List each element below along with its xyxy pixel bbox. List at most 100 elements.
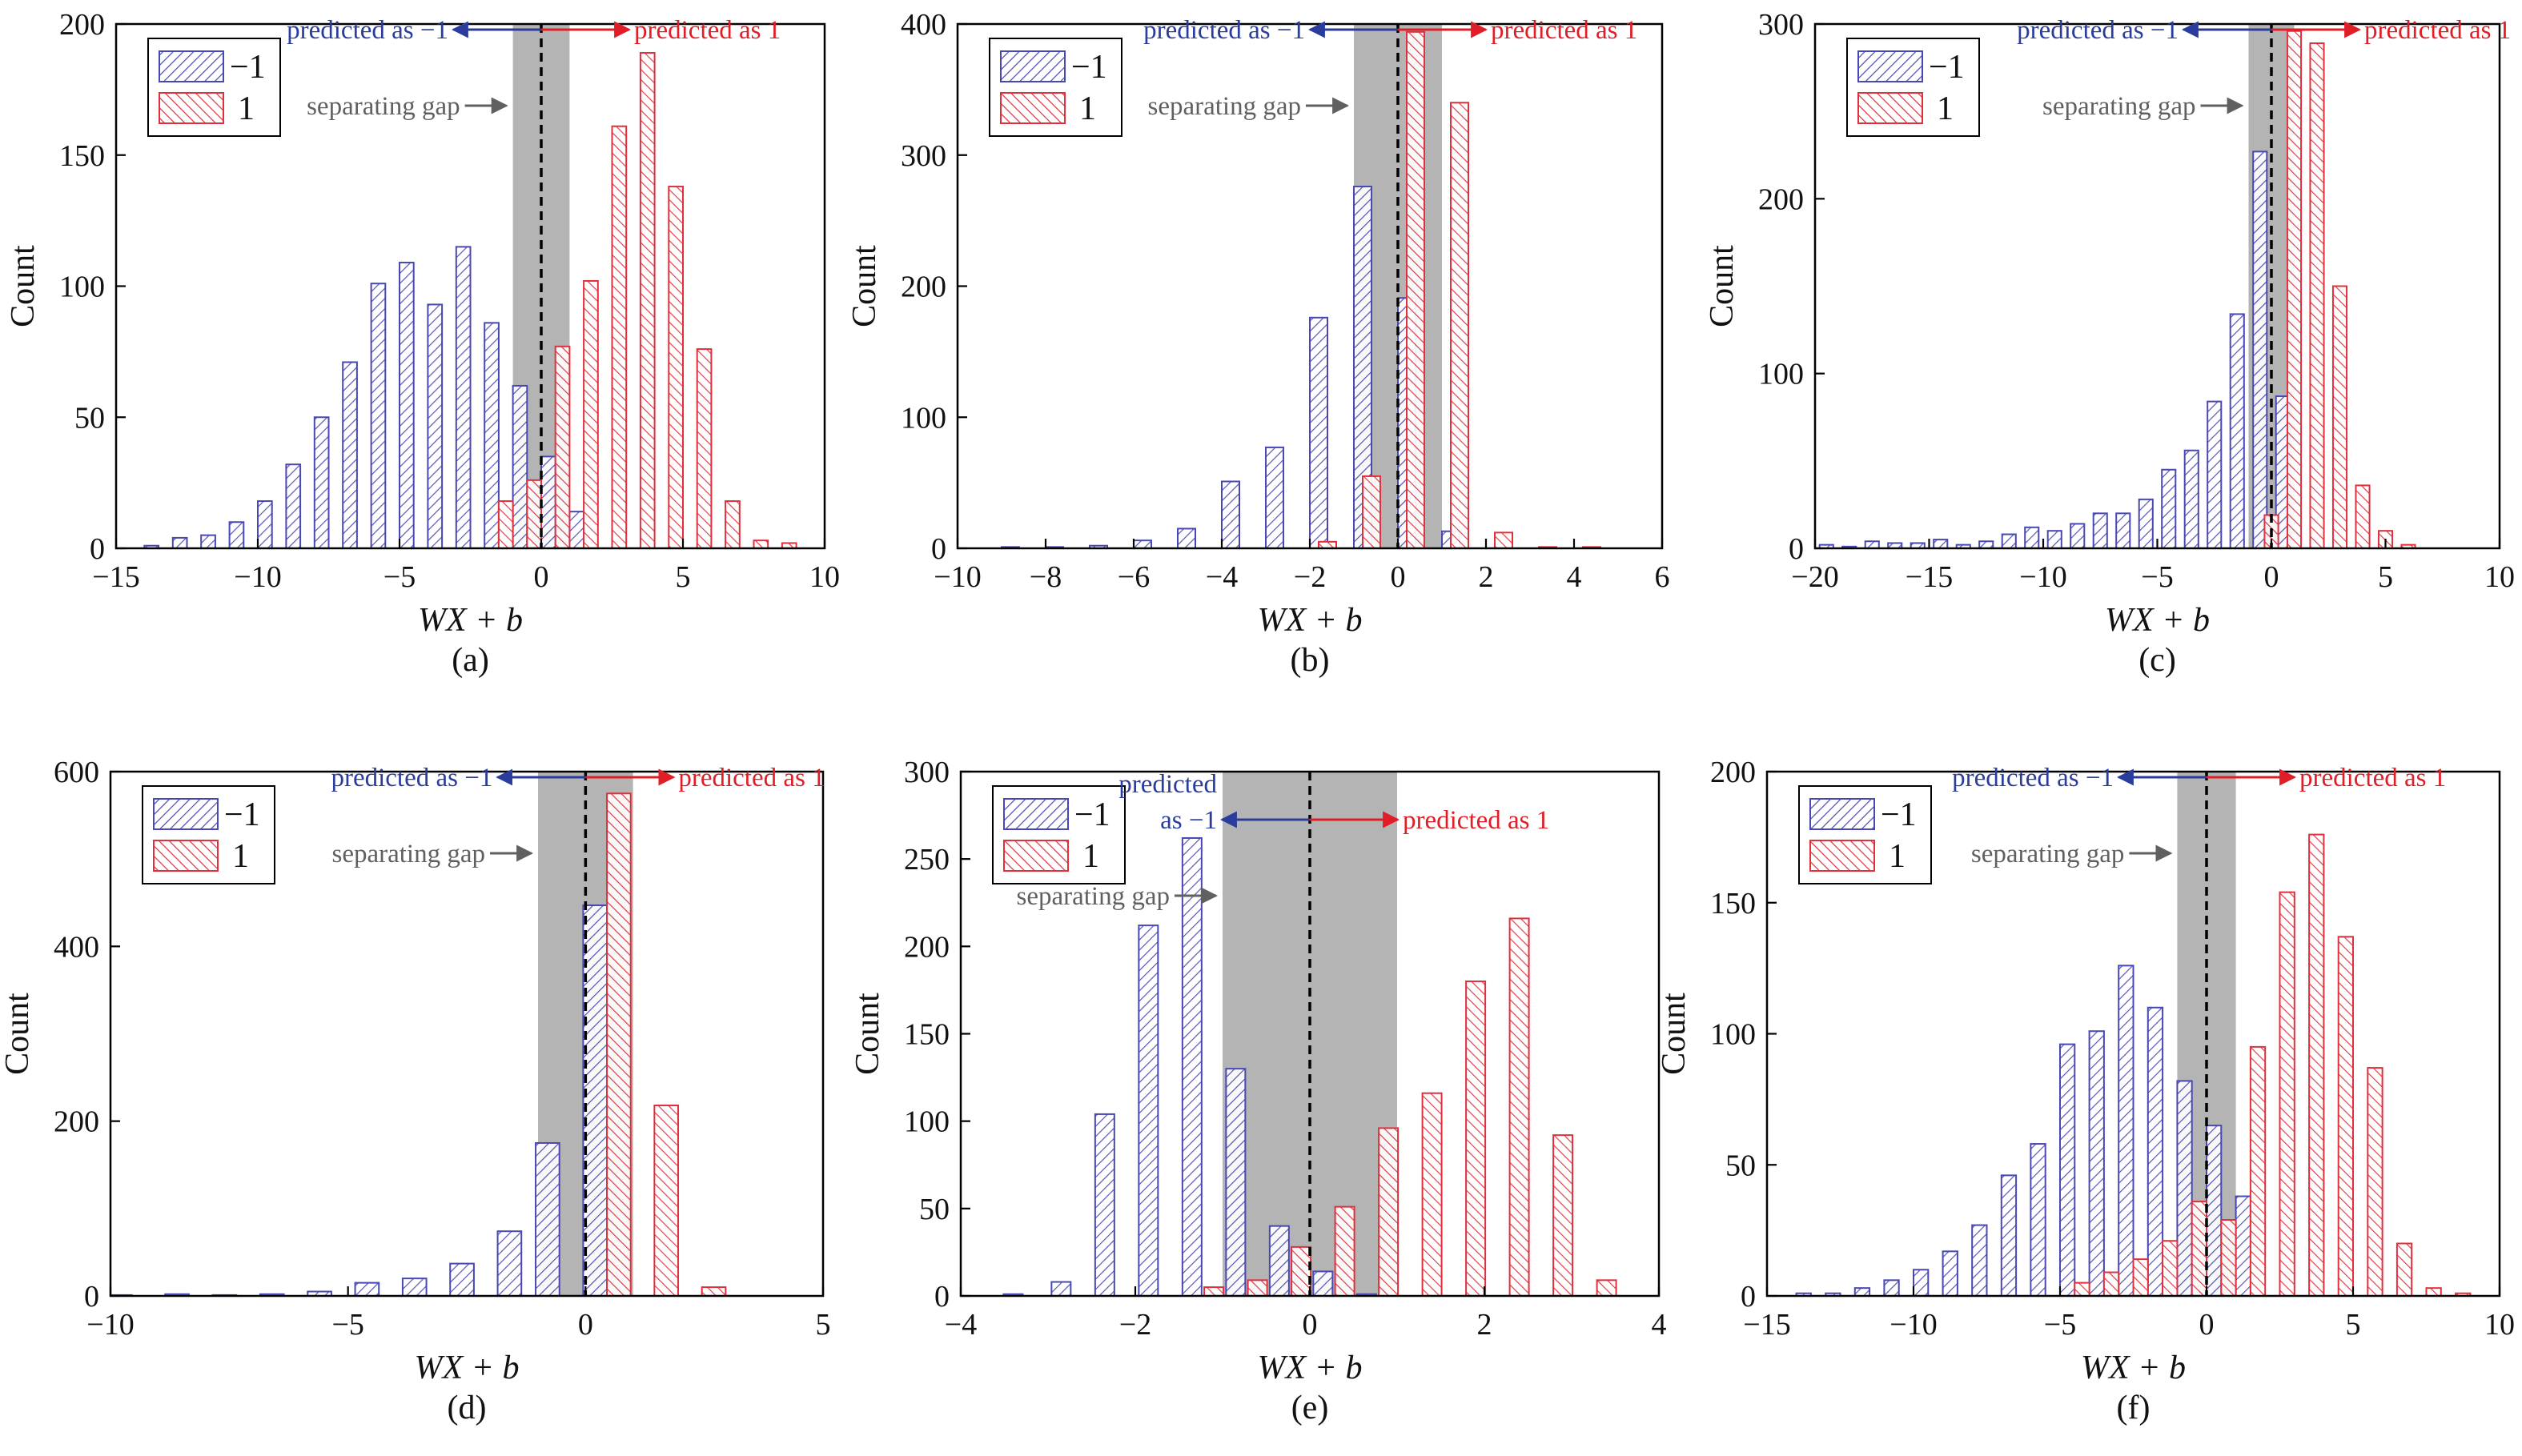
bar-neg — [1222, 481, 1239, 548]
bar-pos — [1553, 1135, 1572, 1296]
bar-neg — [2025, 527, 2038, 548]
bar-pos — [1363, 476, 1380, 548]
panel-label: (e) — [1291, 1390, 1329, 1426]
y-axis-label: Count — [846, 245, 883, 327]
bar-pos — [607, 793, 631, 1296]
bar-pos — [556, 347, 570, 548]
x-tick-label: −10 — [2019, 560, 2066, 594]
x-tick-label: 0 — [2264, 560, 2279, 594]
x-tick-label: 10 — [2484, 560, 2515, 594]
x-tick-label: −5 — [2141, 560, 2173, 594]
bar-pos — [2333, 287, 2347, 549]
annotation-predicted-neg: predicted as −1 — [1143, 16, 1305, 45]
legend-label-pos: 1 — [1937, 90, 1954, 127]
y-axis-label: Count — [1704, 245, 1741, 327]
y-tick-label: 150 — [904, 1018, 950, 1052]
annotation-predicted-neg: predicted as −1 — [287, 16, 448, 45]
y-tick-label: 100 — [1710, 1018, 1756, 1052]
legend-swatch-pos — [1004, 840, 1068, 871]
x-axis-label: WX + b — [1258, 602, 1363, 639]
x-tick-label: −6 — [1118, 560, 1150, 594]
bar-pos — [2134, 1259, 2148, 1296]
annotation-separating-gap: separating gap — [1971, 840, 2125, 868]
y-tick-label: 200 — [59, 8, 105, 42]
x-axis-label: WX + b — [1258, 1350, 1363, 1386]
bar-neg — [400, 263, 414, 548]
bar-neg — [173, 538, 187, 548]
legend-label-pos: 1 — [232, 838, 249, 875]
bar-pos — [697, 349, 712, 548]
bar-neg — [1934, 539, 1947, 548]
bar-neg — [1178, 528, 1195, 548]
bar-pos — [2287, 31, 2301, 548]
bar-pos — [2367, 1068, 2382, 1296]
bar-neg — [1270, 1226, 1289, 1296]
legend-swatch-pos — [154, 840, 218, 871]
bar-pos — [1291, 1247, 1311, 1296]
legend-swatch-neg — [1001, 51, 1065, 82]
bar-neg — [2177, 1081, 2191, 1296]
legend-label-pos: 1 — [1889, 838, 1906, 875]
bar-neg — [2048, 531, 2062, 548]
y-tick-label: 400 — [901, 8, 946, 42]
y-axis-label: Count — [5, 245, 42, 327]
legend-label-neg: −1 — [1071, 49, 1107, 86]
y-tick-label: 600 — [54, 756, 99, 789]
x-tick-label: 0 — [1391, 560, 1406, 594]
y-tick-label: 0 — [1741, 1280, 1756, 1314]
x-tick-label: 2 — [1479, 560, 1494, 594]
bar-pos — [1379, 1128, 1398, 1296]
chart-panel-b: −10 −8 −6 −4 −2 0 2 4 60100200300400WX + bCount(… — [846, 8, 1670, 679]
x-tick-label: 5 — [2346, 1308, 2361, 1342]
y-tick-label: 200 — [1710, 756, 1756, 789]
bar-neg — [1865, 541, 1879, 548]
bar-pos — [1423, 1093, 1442, 1296]
y-tick-label: 100 — [901, 401, 946, 435]
bar-neg — [1313, 1271, 1332, 1296]
bar-neg — [1226, 1069, 1245, 1296]
bar-pos — [641, 53, 655, 548]
x-tick-label: 0 — [578, 1308, 593, 1342]
bar-neg — [201, 535, 215, 548]
bar-neg — [1972, 1225, 1986, 1296]
y-tick-label: 100 — [1758, 358, 1804, 391]
bar-neg — [315, 417, 329, 548]
legend-swatch-neg — [159, 51, 223, 82]
bar-pos — [669, 187, 683, 548]
bar-neg — [2139, 499, 2153, 548]
panel-label: (c) — [2138, 642, 2176, 679]
legend-swatch-neg — [1810, 799, 1874, 829]
bar-pos — [2104, 1273, 2118, 1296]
bar-neg — [355, 1283, 380, 1296]
legend-swatch-pos — [1858, 93, 1922, 123]
legend-label-pos: 1 — [1082, 838, 1099, 875]
annotation-predicted-pos: predicted as 1 — [678, 764, 825, 792]
annotation-predicted-neg-line2: as −1 — [1160, 806, 1217, 835]
bar-neg — [456, 247, 471, 548]
bar-neg — [2253, 151, 2267, 548]
panel-label: (b) — [1291, 642, 1330, 679]
chart-panel-d: −10 −5 0 50200400600WX + bCount(d)−11predic… — [0, 756, 831, 1426]
bar-pos — [2074, 1283, 2089, 1296]
bar-neg — [1139, 925, 1158, 1296]
bar-pos — [2397, 1244, 2412, 1297]
legend-label-pos: 1 — [238, 90, 255, 127]
y-tick-label: 400 — [54, 930, 99, 964]
bar-pos — [612, 126, 627, 548]
annotation-predicted-pos: predicted as 1 — [1491, 16, 1637, 45]
chart-panel-e: −4 −2 0 2 4050100150200250300WX + bCount(e)−… — [849, 756, 1667, 1426]
panel-label: (a) — [452, 642, 489, 679]
x-tick-label: −2 — [1294, 560, 1326, 594]
y-tick-label: 300 — [1758, 8, 1804, 42]
bar-neg — [2002, 1175, 2016, 1296]
bar-neg — [2207, 1125, 2221, 1296]
y-axis-label: Count — [1656, 993, 1693, 1075]
bar-neg — [2185, 451, 2199, 548]
y-tick-label: 50 — [919, 1193, 950, 1226]
annotation-separating-gap: separating gap — [1016, 882, 1170, 911]
x-tick-label: 0 — [2199, 1308, 2215, 1342]
legend: −11 — [148, 38, 280, 136]
y-tick-label: 0 — [84, 1280, 99, 1314]
x-axis-label: WX + b — [418, 602, 523, 639]
bar-neg — [258, 501, 272, 548]
